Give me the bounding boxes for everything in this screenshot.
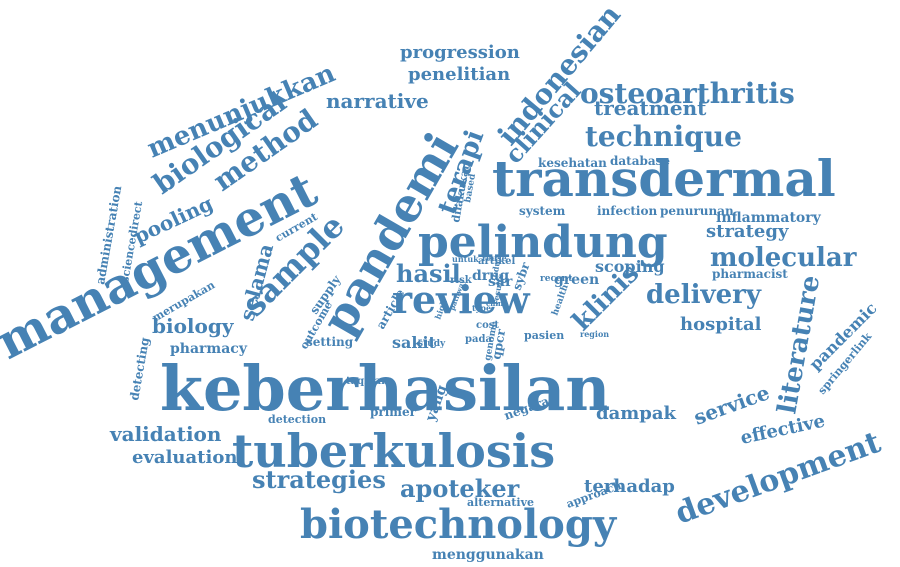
cloud-word-hospital: hospital xyxy=(680,314,762,335)
cloud-word-technique: technique xyxy=(585,120,742,153)
cloud-word-bdu: bdu xyxy=(489,260,502,279)
cloud-word-infection: infection xyxy=(597,204,657,218)
cloud-word-menggunakan: menggunakan xyxy=(432,547,544,563)
cloud-word-system: system xyxy=(519,204,566,218)
cloud-word-taqman: taqman xyxy=(346,376,389,387)
cloud-word-apoteker: apoteker xyxy=(400,474,520,503)
cloud-word-green: green xyxy=(554,272,599,288)
cloud-word-penelitian: penelitian xyxy=(408,64,510,85)
cloud-word-progression: progression xyxy=(400,42,520,63)
cloud-word-artikel: artikel xyxy=(478,256,515,267)
cloud-word-treatment: treatment xyxy=(594,96,707,120)
cloud-word-inflammatory: inflammatory xyxy=(716,210,822,226)
cloud-word-molecular: molecular xyxy=(710,243,857,273)
cloud-word-pharmacy: pharmacy xyxy=(170,341,248,357)
cloud-word-transdermal: transdermal xyxy=(492,149,836,208)
cloud-word-effective: effective xyxy=(739,411,827,449)
cloud-word-penurunan: penurunan xyxy=(660,204,734,218)
cloud-word-type: type xyxy=(472,303,491,313)
cloud-word-delivery: delivery xyxy=(646,280,762,310)
cloud-word-reuse: reuse xyxy=(482,253,507,263)
cloud-word-scoping: scoping xyxy=(595,257,665,276)
cloud-word-china: china xyxy=(486,299,508,308)
cloud-word-strategy: strategy xyxy=(706,221,789,242)
cloud-word-qpcr: qpcr xyxy=(489,327,508,360)
cloud-word-biology: biology xyxy=(152,314,235,338)
cloud-word-pasien: pasien xyxy=(524,329,564,342)
cloud-word-tuberkulosis: tuberkulosis xyxy=(232,424,555,478)
cloud-word-review: review xyxy=(392,277,531,322)
cloud-word-detection: detection xyxy=(268,413,326,426)
cloud-word-biotechnology: biotechnology xyxy=(300,501,618,548)
cloud-word-evaluation: evaluation xyxy=(132,447,237,468)
cloud-word-untuk: untuk xyxy=(452,254,479,264)
cloud-word-sar: sar xyxy=(488,274,513,290)
cloud-word-osteoarthritis: osteoarthritis xyxy=(580,77,795,110)
cloud-word-dampak: dampak xyxy=(596,403,677,424)
cloud-word-detecting: detecting xyxy=(127,336,152,402)
cloud-word-keberhasilan: keberhasilan xyxy=(160,352,610,425)
cloud-word-risk: risk xyxy=(450,275,473,286)
cloud-word-pada: pada xyxy=(465,334,492,345)
cloud-word-sakit: sakit xyxy=(392,333,437,352)
cloud-word-database: database xyxy=(610,154,670,168)
cloud-word-study: study xyxy=(418,339,446,349)
cloud-word-kesehatan: kesehatan xyxy=(538,156,607,170)
cloud-word-setting: setting xyxy=(306,335,354,349)
cloud-word-region: region xyxy=(580,329,609,339)
cloud-word-cost: cost xyxy=(476,320,499,331)
cloud-word-service: service xyxy=(691,380,773,429)
cloud-word-literature: literature xyxy=(772,273,826,416)
cloud-word-strategies: strategies xyxy=(252,465,386,494)
cloud-word-drug: drug xyxy=(472,268,509,284)
cloud-word-pharmacist: pharmacist xyxy=(712,267,788,281)
cloud-word-hasil: hasil xyxy=(396,259,461,288)
cloud-word-terhadap: terhadap xyxy=(584,476,675,497)
cloud-word-primer: primer xyxy=(370,405,417,419)
cloud-word-pelindung: pelindung xyxy=(418,217,668,268)
cloud-word-validation: validation xyxy=(109,422,222,446)
cloud-word-alternative: alternative xyxy=(467,496,534,509)
cloud-word-health: health xyxy=(550,283,571,317)
cloud-word-recent: recent xyxy=(540,274,573,284)
cloud-word-narrative: narrative xyxy=(326,89,429,113)
